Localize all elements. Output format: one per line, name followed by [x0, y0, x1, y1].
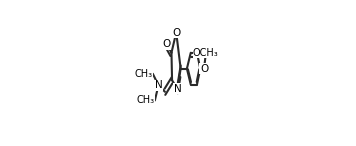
Text: N: N — [173, 84, 181, 94]
Text: O: O — [163, 39, 171, 49]
Text: N: N — [155, 80, 162, 90]
Text: OCH₃: OCH₃ — [193, 48, 219, 58]
Text: O: O — [200, 64, 208, 74]
Text: CH₃: CH₃ — [137, 95, 155, 105]
Text: CH₃: CH₃ — [135, 69, 153, 79]
Text: O: O — [172, 27, 180, 38]
